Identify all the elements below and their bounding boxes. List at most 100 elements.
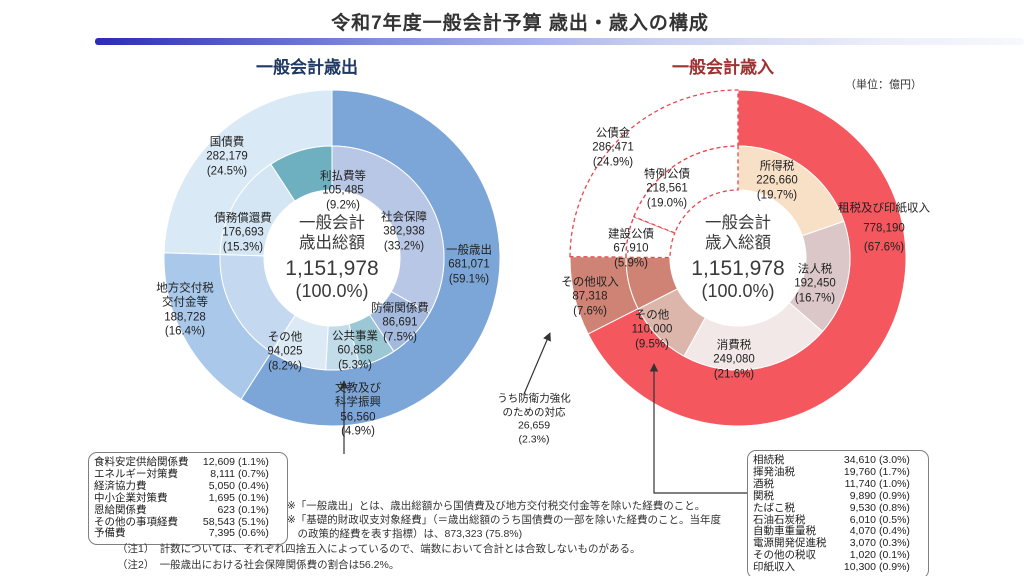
- table-cell-name: 関税: [753, 489, 774, 502]
- table-row: たばこ税 9,530 (0.8%): [753, 501, 923, 515]
- label-kokusaihi: 国債費 282,179 (24.5%): [206, 136, 248, 178]
- label-ippan-saishutsu: 一般歳出 681,071 (59.1%): [446, 244, 492, 286]
- note-line: ※「一般歳出」とは、歳出総額から国債費及び地方交付税交付金等を除いた経費のこと。: [287, 500, 706, 512]
- page-title: 令和7年度一般会計予算 歳出・歳入の構成: [331, 13, 709, 34]
- table-cell-name: たばこ税: [753, 501, 795, 514]
- table-cell-name: 印紙収入: [753, 561, 795, 574]
- table-cell-value: 11,740: [844, 477, 876, 490]
- table-row: 恩給関係費 623 (0.1%): [94, 503, 282, 517]
- label-hojinzei: 法人税 192,450 (16.7%): [794, 263, 836, 305]
- table-cell-pct: (0.5%): [879, 513, 910, 526]
- table-cell-name: 相続税: [753, 454, 785, 466]
- table-cell-value: 12,609: [202, 456, 235, 468]
- footnote-line: （注2） 一般歳出における社会保障関係費の割合は56.2%。: [117, 558, 400, 571]
- table-cell-pct: (1.0%): [879, 477, 910, 490]
- table-row: 関税 9,890 (0.9%): [753, 489, 923, 503]
- expenditure-chart-title: 一般会計歳出: [256, 58, 358, 77]
- label-sonota-shunyu: その他収入 87,318 (7.6%): [561, 276, 619, 318]
- table-cell-pct: (0.6%): [238, 527, 269, 540]
- segment-expenditure-inner_ring-0: [331, 145, 445, 314]
- footnote-line: （注1） 計数については、それぞれ四捨五入によっているので、端数において合計とは…: [117, 543, 641, 555]
- table-cell-name: エネルギー対策費: [94, 467, 178, 480]
- label-saimu-shokanhi: 債務償還費 176,693 (15.3%): [214, 212, 272, 254]
- title-underline-bar: [95, 38, 1024, 45]
- table-row: 経済協力費 5,050 (0.4%): [94, 479, 282, 493]
- notes: ※「一般歳出」とは、歳出総額から国債費及び地方交付税交付金等を除いた経費のこと。…: [287, 499, 737, 542]
- table-cell-pct: (0.7%): [238, 467, 269, 480]
- table-row: 印紙収入 10,300 (0.9%): [753, 561, 923, 574]
- table-cell-pct: (0.4%): [879, 525, 910, 538]
- label-shotokuzei: 所得税 226,660 (19.7%): [756, 160, 798, 202]
- table-cell-value: 9,890: [849, 489, 876, 502]
- table-cell-value: 34,610: [843, 454, 876, 466]
- table-cell-pct: (5.1%): [238, 515, 269, 528]
- table-cell-value: 10,300: [843, 561, 876, 574]
- label-kensetsu-kosai: 建設公債 67,910 (5.9%): [608, 228, 654, 270]
- table-cell-pct: (0.9%): [879, 561, 910, 574]
- table-row: 電源開発促進税 3,070 (0.3%): [753, 537, 923, 550]
- table-cell-name: 予備費: [94, 527, 126, 540]
- label-shohizei: 消費税 249,080 (21.6%): [713, 339, 755, 381]
- label-chihou-kofuzei: 地方交付税交付金等 188,728 (16.4%): [156, 282, 214, 338]
- segment-expenditure-inner_ring-7: [270, 145, 333, 202]
- table-cell-value: 6,010: [849, 513, 876, 526]
- label-kokyo-jigyo: 公共事業 60,858 (5.3%): [332, 330, 378, 372]
- table-cell-pct: (0.4%): [238, 479, 269, 492]
- label-kosaikin: 公債金 286,471 (24.9%): [592, 127, 634, 169]
- table-cell-pct: (1.1%): [238, 456, 269, 468]
- table-cell-pct: (3.0%): [879, 454, 910, 466]
- table-cell-pct: (0.1%): [238, 491, 269, 504]
- table-cell-value: 8,111: [210, 467, 235, 480]
- table-row: 揮発油税 19,760 (1.7%): [753, 465, 923, 479]
- table-cell-name: 石油石炭税: [753, 513, 806, 526]
- table-cell-name: 揮発油税: [753, 465, 795, 478]
- expenditure-donut-chart: [163, 89, 501, 427]
- table-row: 自動車重量税 4,070 (0.4%): [753, 526, 923, 538]
- table-row: その他の事項経費 58,543 (5.1%): [94, 515, 282, 529]
- table-cell-pct: (0.1%): [238, 503, 269, 516]
- table-cell-value: 3,070: [849, 537, 876, 550]
- table-row: 予備費 7,395 (0.6%): [94, 528, 282, 540]
- table-cell-value: 1,695: [208, 491, 235, 504]
- table-cell-name: 経済協力費: [94, 479, 147, 492]
- segment-revenue-inner_ring-6: [633, 145, 739, 234]
- table-cell-value: 9,530: [849, 501, 876, 514]
- table-cell-value: 5,050: [208, 479, 235, 492]
- expenditure-total: 一般会計 歳出総額 1,151,978 (100.0%): [285, 213, 379, 301]
- table-cell-value: 7,395: [208, 527, 235, 540]
- table-cell-pct: (0.9%): [879, 489, 910, 502]
- label-shakai-hosho: 社会保障 382,938 (33.2%): [381, 211, 427, 253]
- table-cell-value: 4,070: [849, 525, 876, 538]
- label-sonota-expenditure: その他 94,025 (8.2%): [267, 331, 303, 373]
- label-sozei-inshi: 租税及び印紙収入 778,190 (67.6%): [838, 202, 930, 254]
- table-cell-name: 食料安定供給関係費: [94, 456, 189, 468]
- table-cell-pct: (0.8%): [879, 501, 910, 514]
- note-line: ※「基礎的財政収支対象経費」（＝歳出総額のうち国債費の一部を除いた経費のこと。当…: [287, 514, 722, 527]
- revenue-chart-title: 一般会計歳入: [672, 58, 774, 77]
- table-cell-pct: (1.7%): [879, 465, 910, 478]
- table-cell-name: 自動車重量税: [753, 525, 816, 538]
- table-cell-name: 電源開発促進税: [753, 537, 827, 550]
- label-tokurei-kosai: 特例公債 218,561 (19.0%): [644, 168, 690, 210]
- table-cell-pct: (0.3%): [879, 537, 910, 550]
- table-row: 酒税 11,740 (1.0%): [753, 477, 923, 491]
- table-cell-name: その他の事項経費: [94, 515, 178, 528]
- defense-annotation: うち防衛力強化のための対応 26,659 (2.3%): [497, 392, 571, 446]
- note-line: の政策的経費を表す指標）は、873,323 (75.8%): [287, 528, 523, 541]
- table-row: 石油石炭税 6,010 (0.5%): [753, 513, 923, 527]
- label-bunkyo-kagaku: 文教及び科学振興 56,560 (4.9%): [335, 382, 381, 438]
- table-cell-name: 酒税: [753, 477, 774, 490]
- table-row: 中小企業対策費 1,695 (0.1%): [94, 491, 282, 505]
- label-ribaraihi: 利払費等 105,485 (9.2%): [320, 170, 366, 212]
- label-sonota-revenue: その他 110,000 (9.5%): [631, 309, 673, 351]
- table-row: エネルギー対策費 8,111 (0.7%): [94, 467, 282, 481]
- revenue-donut-chart: [569, 89, 907, 427]
- table-cell-name: その他の税収: [753, 549, 816, 562]
- arrow-defense-annotation: [523, 332, 551, 395]
- revenue-total: 一般会計 歳入総額 1,151,978 (100.0%): [691, 213, 785, 301]
- table-cell-name: 中小企業対策費: [94, 491, 168, 504]
- unit-label: （単位：億円）: [845, 79, 922, 91]
- label-boei-kankeihi: 防衛関係費 86,691 (7.5%): [371, 302, 429, 344]
- table-row: 相続税 34,610 (3.0%): [753, 454, 923, 467]
